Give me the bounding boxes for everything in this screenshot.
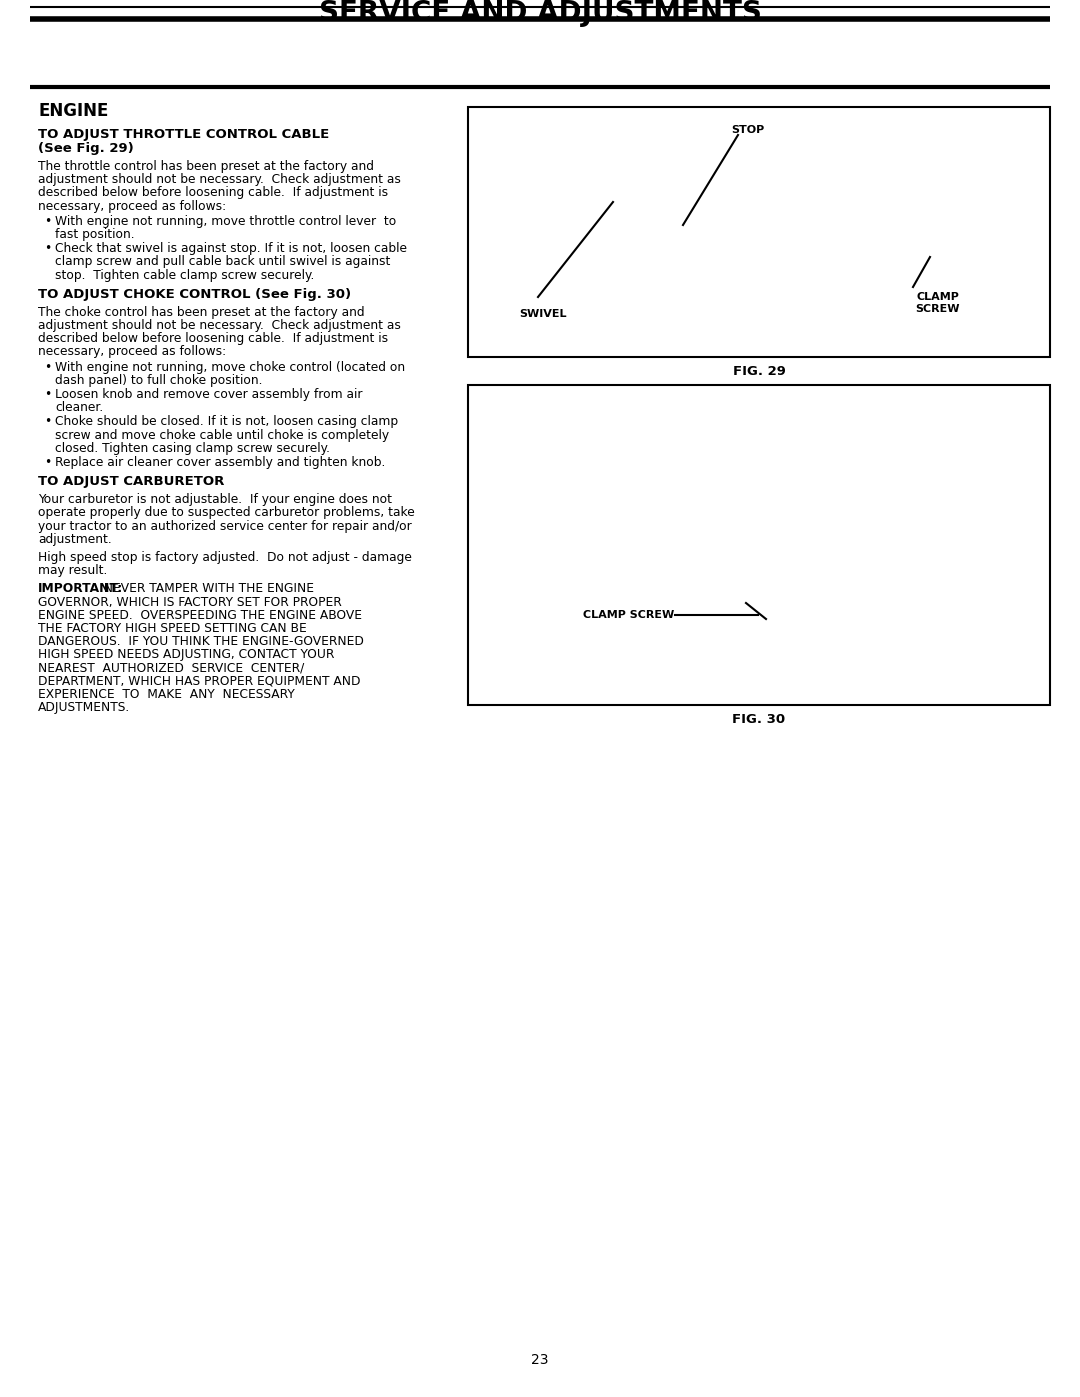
Text: •: • bbox=[44, 455, 51, 469]
Text: screw and move choke cable until choke is completely: screw and move choke cable until choke i… bbox=[55, 429, 389, 441]
Text: described below before loosening cable.  If adjustment is: described below before loosening cable. … bbox=[38, 186, 388, 200]
Text: CLAMP
SCREW: CLAMP SCREW bbox=[916, 292, 960, 313]
Text: adjustment.: adjustment. bbox=[38, 532, 111, 546]
Text: TO ADJUST THROTTLE CONTROL CABLE: TO ADJUST THROTTLE CONTROL CABLE bbox=[38, 129, 329, 141]
Text: CLAMP SCREW: CLAMP SCREW bbox=[583, 610, 674, 620]
Text: NEAREST  AUTHORIZED  SERVICE  CENTER/: NEAREST AUTHORIZED SERVICE CENTER/ bbox=[38, 662, 305, 675]
Text: closed. Tighten casing clamp screw securely.: closed. Tighten casing clamp screw secur… bbox=[55, 441, 330, 455]
Text: described below before loosening cable.  If adjustment is: described below before loosening cable. … bbox=[38, 332, 388, 345]
Text: TO ADJUST CARBURETOR: TO ADJUST CARBURETOR bbox=[38, 475, 225, 488]
Text: •: • bbox=[44, 415, 51, 429]
Text: (See Fig. 29): (See Fig. 29) bbox=[38, 142, 134, 155]
Text: •: • bbox=[44, 242, 51, 256]
Text: DEPARTMENT, WHICH HAS PROPER EQUIPMENT AND: DEPARTMENT, WHICH HAS PROPER EQUIPMENT A… bbox=[38, 675, 361, 687]
Text: Check that swivel is against stop. If it is not, loosen cable: Check that swivel is against stop. If it… bbox=[55, 242, 407, 256]
Text: clamp screw and pull cable back until swivel is against: clamp screw and pull cable back until sw… bbox=[55, 256, 390, 268]
Text: Loosen knob and remove cover assembly from air: Loosen knob and remove cover assembly fr… bbox=[55, 388, 363, 401]
Text: Choke should be closed. If it is not, loosen casing clamp: Choke should be closed. If it is not, lo… bbox=[55, 415, 399, 429]
Text: FIG. 30: FIG. 30 bbox=[732, 712, 785, 726]
Text: operate properly due to suspected carburetor problems, take: operate properly due to suspected carbur… bbox=[38, 506, 415, 520]
Bar bbox=[468, 386, 1050, 705]
Text: EXPERIENCE  TO  MAKE  ANY  NECESSARY: EXPERIENCE TO MAKE ANY NECESSARY bbox=[38, 687, 295, 701]
Text: necessary, proceed as follows:: necessary, proceed as follows: bbox=[38, 345, 226, 359]
Text: stop.  Tighten cable clamp screw securely.: stop. Tighten cable clamp screw securely… bbox=[55, 268, 314, 282]
Text: Replace air cleaner cover assembly and tighten knob.: Replace air cleaner cover assembly and t… bbox=[55, 455, 386, 469]
Text: The throttle control has been preset at the factory and: The throttle control has been preset at … bbox=[38, 161, 374, 173]
Text: ADJUSTMENTS.: ADJUSTMENTS. bbox=[38, 701, 131, 714]
Text: THE FACTORY HIGH SPEED SETTING CAN BE: THE FACTORY HIGH SPEED SETTING CAN BE bbox=[38, 622, 307, 636]
Text: HIGH SPEED NEEDS ADJUSTING, CONTACT YOUR: HIGH SPEED NEEDS ADJUSTING, CONTACT YOUR bbox=[38, 648, 335, 661]
Text: With engine not running, move choke control (located on: With engine not running, move choke cont… bbox=[55, 360, 405, 373]
Text: your tractor to an authorized service center for repair and/or: your tractor to an authorized service ce… bbox=[38, 520, 411, 532]
Text: IMPORTANT:: IMPORTANT: bbox=[38, 583, 123, 595]
Text: With engine not running, move throttle control lever  to: With engine not running, move throttle c… bbox=[55, 215, 396, 228]
Text: TO ADJUST CHOKE CONTROL (See Fig. 30): TO ADJUST CHOKE CONTROL (See Fig. 30) bbox=[38, 288, 351, 300]
Text: adjustment should not be necessary.  Check adjustment as: adjustment should not be necessary. Chec… bbox=[38, 319, 401, 332]
Text: DANGEROUS.  IF YOU THINK THE ENGINE-GOVERNED: DANGEROUS. IF YOU THINK THE ENGINE-GOVER… bbox=[38, 636, 364, 648]
Text: cleaner.: cleaner. bbox=[55, 401, 104, 414]
Text: •: • bbox=[44, 388, 51, 401]
Text: •: • bbox=[44, 215, 51, 228]
Text: 23: 23 bbox=[531, 1354, 549, 1368]
Text: ENGINE: ENGINE bbox=[38, 102, 108, 120]
Bar bbox=[468, 108, 1050, 358]
Text: Your carburetor is not adjustable.  If your engine does not: Your carburetor is not adjustable. If yo… bbox=[38, 493, 392, 506]
Text: High speed stop is factory adjusted.  Do not adjust - damage: High speed stop is factory adjusted. Do … bbox=[38, 550, 411, 564]
Text: necessary, proceed as follows:: necessary, proceed as follows: bbox=[38, 200, 226, 212]
Text: STOP: STOP bbox=[731, 124, 765, 136]
Text: may result.: may result. bbox=[38, 564, 107, 577]
Text: SERVICE AND ADJUSTMENTS: SERVICE AND ADJUSTMENTS bbox=[319, 0, 761, 27]
Text: NEVER TAMPER WITH THE ENGINE: NEVER TAMPER WITH THE ENGINE bbox=[96, 583, 314, 595]
Text: ENGINE SPEED.  OVERSPEEDING THE ENGINE ABOVE: ENGINE SPEED. OVERSPEEDING THE ENGINE AB… bbox=[38, 609, 362, 622]
Text: fast position.: fast position. bbox=[55, 228, 135, 242]
Text: adjustment should not be necessary.  Check adjustment as: adjustment should not be necessary. Chec… bbox=[38, 173, 401, 186]
Text: GOVERNOR, WHICH IS FACTORY SET FOR PROPER: GOVERNOR, WHICH IS FACTORY SET FOR PROPE… bbox=[38, 595, 341, 609]
Text: •: • bbox=[44, 360, 51, 373]
Text: FIG. 29: FIG. 29 bbox=[732, 365, 785, 379]
Text: The choke control has been preset at the factory and: The choke control has been preset at the… bbox=[38, 306, 365, 319]
Text: dash panel) to full choke position.: dash panel) to full choke position. bbox=[55, 374, 262, 387]
Text: SWIVEL: SWIVEL bbox=[519, 309, 567, 319]
